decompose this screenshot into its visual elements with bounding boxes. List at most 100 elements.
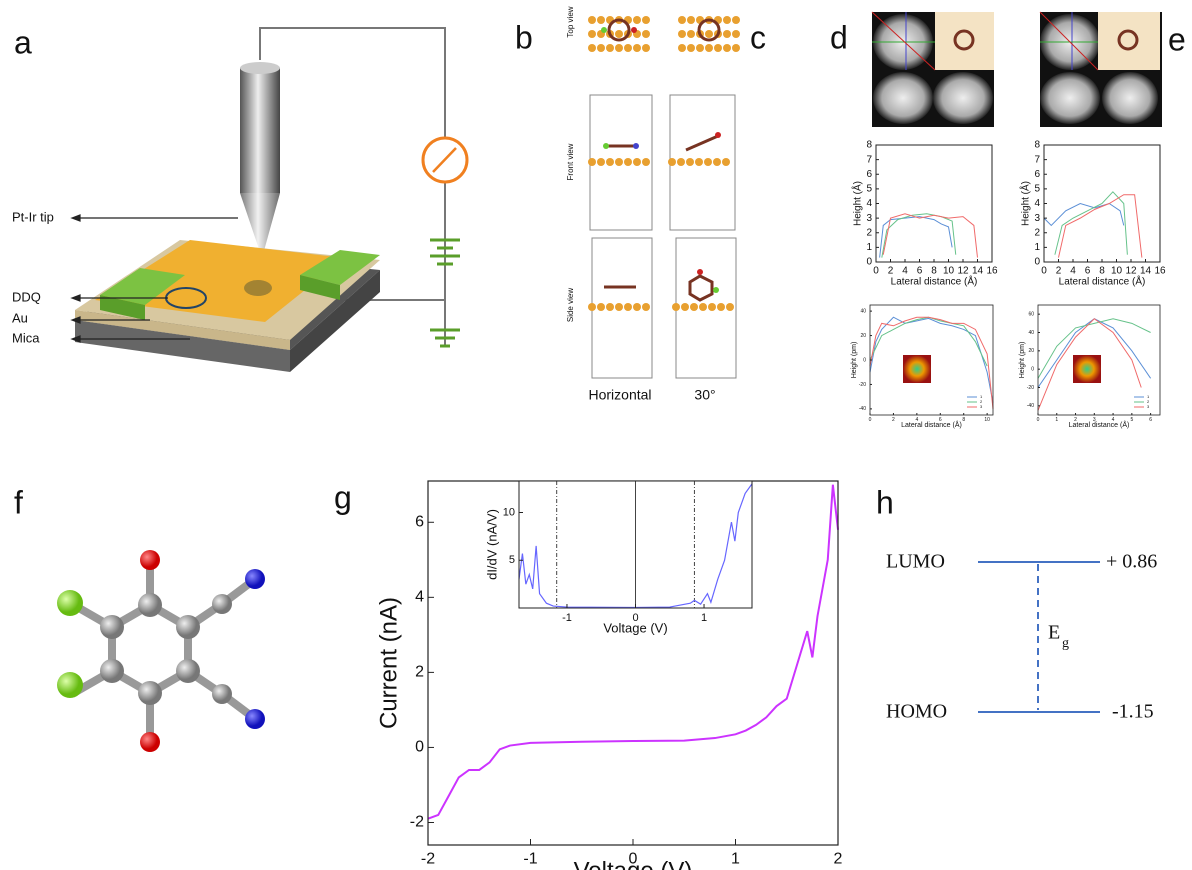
y-tick-label: 2 xyxy=(1034,227,1040,238)
y-tick-label: 5 xyxy=(1034,184,1040,195)
y-tick-label: 6 xyxy=(866,169,872,180)
y-tick-label: 3 xyxy=(1034,213,1040,224)
y-tick-label: 0 xyxy=(415,739,424,756)
x-axis-label: Lateral distance (Å) xyxy=(1059,275,1146,288)
y-tick-label: 4 xyxy=(1034,198,1040,209)
view-label: Top view xyxy=(566,6,575,37)
panel-label: h xyxy=(876,484,894,520)
column-label: Horizontal xyxy=(588,387,651,403)
panel-label: g xyxy=(334,479,352,515)
y-tick-label: -40 xyxy=(1027,403,1034,409)
x-tick-label: 14 xyxy=(972,266,984,277)
y-tick-label: 10 xyxy=(503,506,515,518)
y-tick-label: 1 xyxy=(1034,242,1040,253)
stm-schematic xyxy=(72,28,467,372)
view-label: Side view xyxy=(566,288,575,322)
data-line xyxy=(882,214,956,258)
x-tick-label: 1 xyxy=(731,851,740,868)
ddq-atoms xyxy=(57,550,265,752)
electrode-label: Au xyxy=(12,310,28,325)
y-tick-label: 8 xyxy=(866,140,872,151)
x-tick-label: 12 xyxy=(957,266,969,277)
panel-label: f xyxy=(14,484,23,520)
x-tick-label: 1 xyxy=(1055,417,1058,423)
x-tick-label: -2 xyxy=(421,851,435,868)
y-tick-label: 0 xyxy=(866,257,872,268)
energy-diagram xyxy=(978,562,1100,712)
lumo-value: + 0.86 xyxy=(1106,551,1157,573)
x-tick-label: 10 xyxy=(984,417,990,423)
y-tick-label: 20 xyxy=(860,333,866,339)
x-tick-label: 14 xyxy=(1140,266,1152,277)
y-tick-label: 5 xyxy=(866,184,872,195)
data-line xyxy=(870,317,993,403)
x-tick-label: 2 xyxy=(892,417,895,423)
y-axis-label: Height (Å) xyxy=(1019,181,1032,226)
gap-label: E xyxy=(1048,622,1060,644)
homo-value: -1.15 xyxy=(1112,701,1154,723)
y-tick-label: 8 xyxy=(1034,140,1040,151)
heatmap-inset xyxy=(903,355,931,383)
y-tick-label: 0 xyxy=(1031,366,1034,372)
x-axis-label: Lateral distance (Å) xyxy=(1069,420,1130,429)
x-tick-label: -1 xyxy=(562,612,572,624)
lumo-label: LUMO xyxy=(886,551,945,573)
heatmap-inset xyxy=(1073,355,1101,383)
y-tick-label: -2 xyxy=(410,814,424,831)
y-tick-label: 0 xyxy=(863,357,866,363)
molecule-label: DDQ xyxy=(12,289,41,304)
plot-frame xyxy=(870,305,993,415)
x-axis-label: Voltage (V) xyxy=(574,857,693,870)
x-axis-label: Lateral distance (Å) xyxy=(901,420,962,429)
x-axis-label: Lateral distance (Å) xyxy=(891,275,978,288)
gap-subscript: g xyxy=(1062,636,1069,651)
y-axis-label: Current (nA) xyxy=(375,597,402,729)
panel-label: a xyxy=(14,24,32,60)
y-tick-label: 2 xyxy=(866,227,872,238)
y-axis-label: Height (Å) xyxy=(851,181,864,226)
page: a b c d e f g h xyxy=(0,0,1192,870)
y-tick-label: 60 xyxy=(1028,311,1034,317)
x-tick-label: 2 xyxy=(888,266,894,277)
y-tick-label: 40 xyxy=(1028,330,1034,336)
x-tick-label: 2 xyxy=(1056,266,1062,277)
x-tick-label: 5 xyxy=(1130,417,1133,423)
y-axis-label: Height (pm) xyxy=(851,342,858,379)
y-tick-label: 4 xyxy=(415,589,424,606)
stm-images xyxy=(872,12,1162,127)
x-tick-label: 6 xyxy=(1149,417,1152,423)
x-tick-label: 16 xyxy=(1154,266,1166,277)
x-tick-label: 10 xyxy=(1111,266,1123,277)
panel-label: e xyxy=(1168,21,1186,57)
x-tick-label: 12 xyxy=(1125,266,1137,277)
y-tick-label: 20 xyxy=(1028,348,1034,354)
ddq-molecule xyxy=(72,560,254,742)
legend-label: 3 xyxy=(1147,404,1150,409)
x-tick-label: 6 xyxy=(917,266,923,277)
data-line xyxy=(1044,204,1124,226)
x-tick-label: 8 xyxy=(931,266,937,277)
figure: a b c d e f g h xyxy=(0,0,1192,870)
panel-label: c xyxy=(750,19,766,55)
y-tick-label: 1 xyxy=(866,242,872,253)
x-tick-label: 10 xyxy=(943,266,955,277)
x-tick-label: 0 xyxy=(1041,266,1047,277)
y-tick-label: 5 xyxy=(509,554,515,566)
homo-label: HOMO xyxy=(886,701,947,723)
y-tick-label: 2 xyxy=(415,664,424,681)
x-tick-label: 0 xyxy=(1037,417,1040,423)
y-tick-label: 6 xyxy=(415,513,424,530)
x-tick-label: 6 xyxy=(1085,266,1091,277)
y-tick-label: 7 xyxy=(1034,154,1040,165)
x-tick-label: 8 xyxy=(1099,266,1105,277)
x-tick-label: 4 xyxy=(902,266,908,277)
y-tick-label: 4 xyxy=(866,198,872,209)
data-line xyxy=(1055,192,1128,255)
column-label: 30° xyxy=(694,387,715,403)
y-tick-label: 6 xyxy=(1034,169,1040,180)
y-tick-label: -20 xyxy=(1027,385,1034,391)
legend-label: 3 xyxy=(980,404,983,409)
x-axis-label: Voltage (V) xyxy=(603,620,667,635)
y-tick-label: 7 xyxy=(866,154,872,165)
y-tick-label: 40 xyxy=(860,308,866,314)
